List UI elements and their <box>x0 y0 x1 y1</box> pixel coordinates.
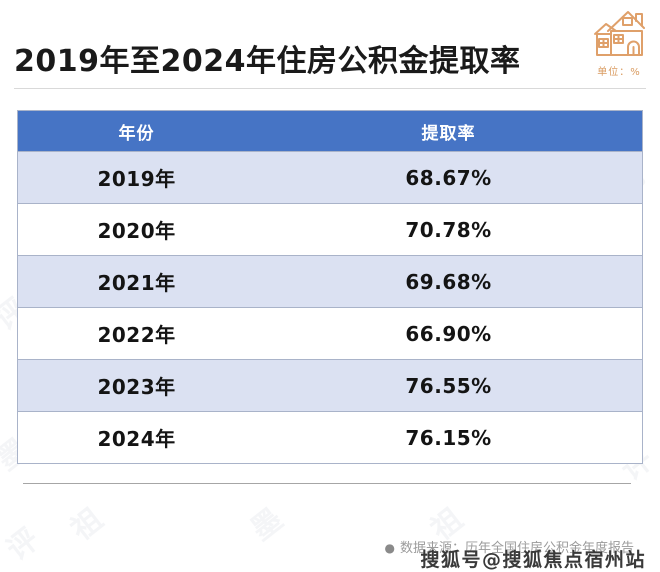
table-row: 2020年 70.78% <box>18 203 642 255</box>
rate-cell: 68.67% <box>405 165 492 190</box>
watermark-glyph: 墨 <box>244 501 290 548</box>
data-source: ● 数据来源：历年全国住房公积金年度报告 <box>385 537 635 556</box>
table-row: 2024年 76.15% <box>18 411 642 463</box>
brand-block: 单位：% <box>588 7 650 78</box>
unit-label: 单位：% <box>597 67 641 78</box>
year-cell: 2024年 <box>97 427 176 451</box>
footer-divider <box>23 483 631 484</box>
table-row: 2019年 68.67% <box>18 151 642 203</box>
sohu-watermark: 搜狐号@搜狐焦点宿州站 <box>420 549 646 571</box>
year-cell: 2023年 <box>97 375 176 399</box>
bullet-icon: ● <box>384 541 395 555</box>
watermark-glyph: 评 <box>0 521 46 568</box>
rate-cell: 69.68% <box>405 269 492 294</box>
rate-cell: 76.15% <box>405 425 492 450</box>
table-row: 2023年 76.55% <box>18 359 642 411</box>
column-header-year: 年份 <box>118 123 155 144</box>
year-cell: 2020年 <box>97 219 176 243</box>
year-cell: 2021年 <box>97 271 176 295</box>
year-cell: 2022年 <box>97 323 176 347</box>
data-source-label: 数据来源：历年全国住房公积金年度报告 <box>399 541 634 556</box>
watermark-glyph: 祖 <box>64 501 110 548</box>
header-divider <box>14 88 646 89</box>
rate-cell: 76.55% <box>405 373 492 398</box>
column-header-rate: 提取率 <box>421 123 476 144</box>
page-title: 2019年至2024年住房公积金提取率 <box>14 44 521 80</box>
table-row: 2022年 66.90% <box>18 307 642 359</box>
rate-cell: 66.90% <box>405 321 492 346</box>
house-icon <box>588 7 650 61</box>
table-header-row: 年份 提取率 <box>18 111 642 151</box>
rate-table: 年份 提取率 2019年 68.67% 2020年 70.78% 2021年 6… <box>17 110 643 464</box>
rate-cell: 70.78% <box>405 217 492 242</box>
year-cell: 2019年 <box>97 167 176 191</box>
table-row: 2021年 69.68% <box>18 255 642 307</box>
